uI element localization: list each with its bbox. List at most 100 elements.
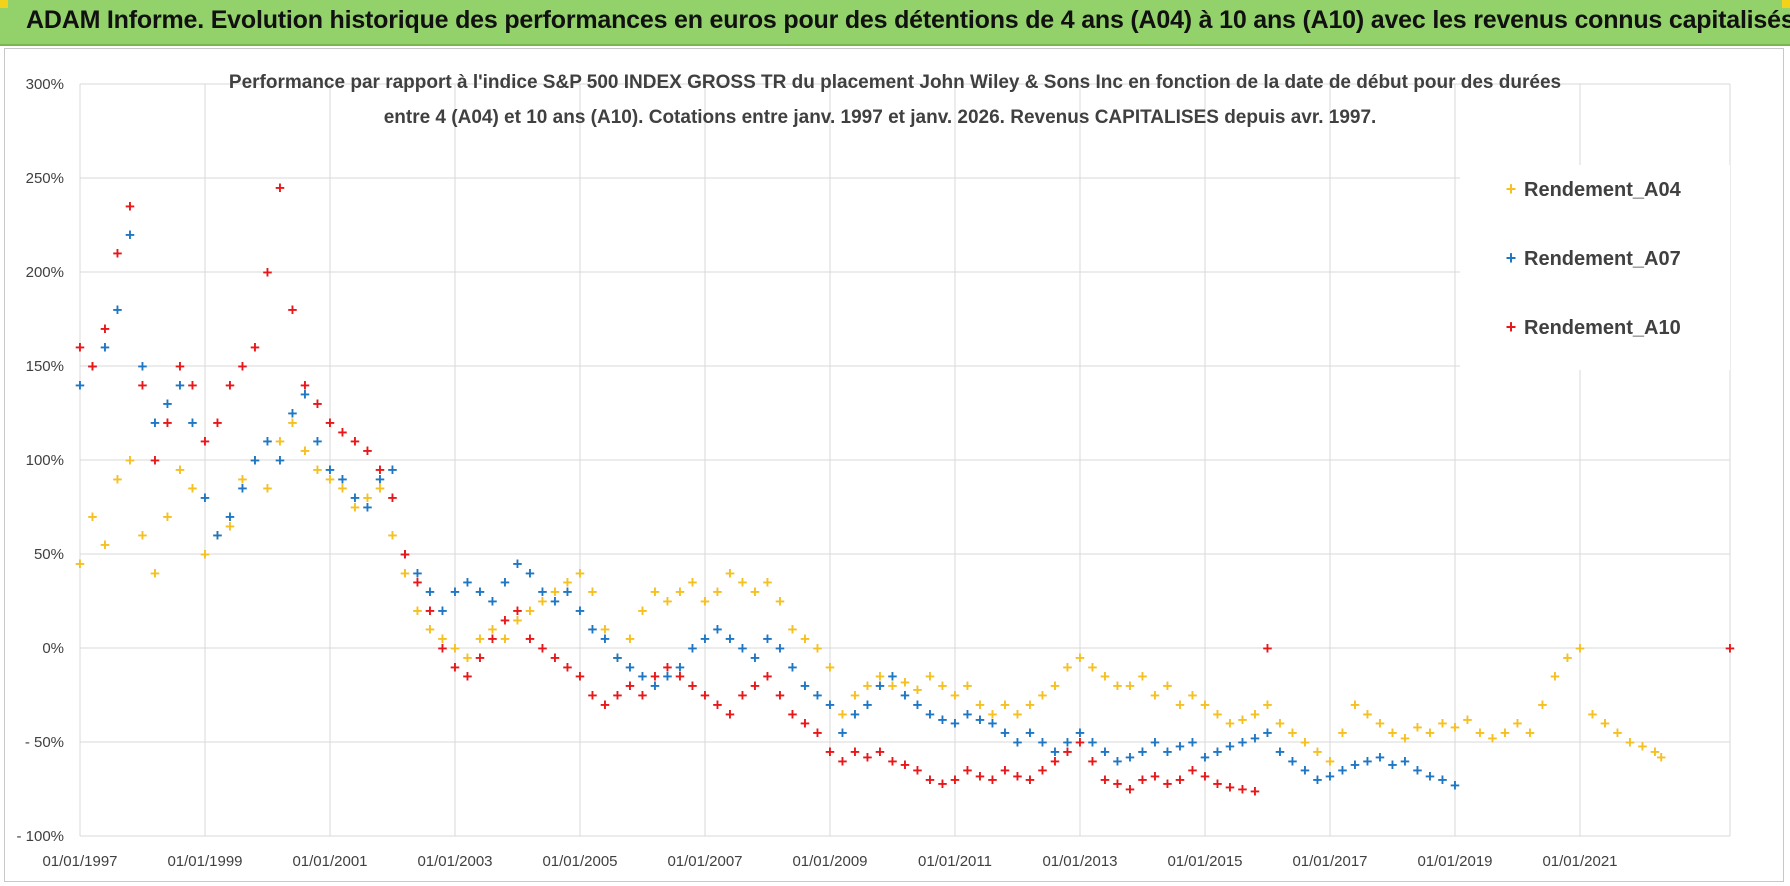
point-Rendement_A07-51: + — [713, 620, 723, 639]
point-Rendement_A10-95: + — [1263, 639, 1273, 658]
y-tick-label: - 50% — [25, 734, 64, 751]
point-Rendement_A07-30: + — [450, 583, 460, 602]
point-Rendement_A04-96: + — [1275, 714, 1285, 733]
point-Rendement_A07-53: + — [738, 639, 748, 658]
point-Rendement_A04-71: + — [963, 677, 973, 696]
point-Rendement_A10-27: + — [413, 573, 423, 592]
point-Rendement_A07-9: + — [188, 413, 198, 432]
point-Rendement_A07-100: + — [1325, 767, 1335, 786]
point-Rendement_A10-81: + — [1088, 752, 1098, 771]
point-Rendement_A07-84: + — [1125, 748, 1135, 767]
point-Rendement_A10-5: + — [138, 376, 148, 395]
point-Rendement_A10-74: + — [1000, 761, 1010, 780]
point-Rendement_A04-28: + — [425, 620, 435, 639]
point-Rendement_A04-30: + — [450, 639, 460, 658]
point-Rendement_A04-55: + — [763, 573, 773, 592]
point-Rendement_A04-117: + — [1538, 695, 1548, 714]
x-tick-label: 01/01/2019 — [1417, 853, 1492, 870]
point-Rendement_A07-65: + — [888, 667, 898, 686]
point-Rendement_A04-92: + — [1225, 714, 1235, 733]
point-Rendement_A07-43: + — [613, 648, 623, 667]
legend-item-a10: + Rendement_A10 — [1506, 317, 1681, 339]
point-Rendement_A04-125: + — [1638, 737, 1648, 756]
point-Rendement_A10-70: + — [950, 771, 960, 790]
point-Rendement_A07-40: + — [575, 601, 585, 620]
point-Rendement_A04-89: + — [1188, 686, 1198, 705]
point-Rendement_A07-1: + — [88, 357, 98, 376]
point-Rendement_A07-93: + — [1238, 733, 1248, 752]
point-Rendement_A10-52: + — [725, 705, 735, 724]
point-Rendement_A07-110: + — [1450, 776, 1460, 795]
point-Rendement_A07-36: + — [525, 564, 535, 583]
point-Rendement_A10-8: + — [175, 357, 185, 376]
legend-marker-a10: + — [1506, 317, 1517, 337]
point-Rendement_A07-79: + — [1063, 733, 1073, 752]
banner-corner-right — [1782, 0, 1790, 8]
point-Rendement_A10-55: + — [763, 667, 773, 686]
point-Rendement_A04-87: + — [1163, 677, 1173, 696]
point-Rendement_A04-27: + — [413, 601, 423, 620]
point-Rendement_A10-3: + — [113, 244, 123, 263]
point-Rendement_A10-53: + — [738, 686, 748, 705]
chart-title-line-1: Performance par rapport à l'indice S&P 5… — [229, 72, 1561, 93]
point-Rendement_A10-41: + — [588, 686, 598, 705]
point-Rendement_A07-0: + — [75, 376, 85, 395]
point-Rendement_A07-61: + — [838, 724, 848, 743]
plot-area-border — [4, 48, 1784, 882]
point-Rendement_A07-31: + — [463, 573, 473, 592]
point-Rendement_A07-102: + — [1350, 756, 1360, 775]
x-tick-label: 01/01/2001 — [292, 853, 367, 870]
chart-title: Performance par rapport à l'indice S&P 5… — [229, 72, 1561, 128]
point-Rendement_A10-23: + — [363, 442, 373, 461]
point-Rendement_A04-124: + — [1625, 733, 1635, 752]
point-Rendement_A07-75: + — [1013, 733, 1023, 752]
point-Rendement_A07-54: + — [750, 648, 760, 667]
legend-label-a07: Rendement_A07 — [1524, 248, 1681, 270]
legend-label-a04: Rendement_A04 — [1524, 179, 1682, 201]
point-Rendement_A07-82: + — [1100, 742, 1110, 761]
point-Rendement_A10-6: + — [150, 451, 160, 470]
point-Rendement_A10-32: + — [475, 648, 485, 667]
point-Rendement_A04-22: + — [350, 498, 360, 517]
point-Rendement_A10-20: + — [325, 413, 335, 432]
point-Rendement_A07-45: + — [638, 667, 648, 686]
point-Rendement_A07-72: + — [975, 710, 985, 729]
point-Rendement_A10-11: + — [213, 413, 223, 432]
point-Rendement_A07-69: + — [938, 710, 948, 729]
point-Rendement_A07-107: + — [1413, 761, 1423, 780]
point-Rendement_A10-94: + — [1250, 782, 1260, 801]
point-Rendement_A10-21: + — [338, 423, 348, 442]
point-Rendement_A04-116: + — [1525, 724, 1535, 743]
point-Rendement_A10-90: + — [1200, 767, 1210, 786]
point-Rendement_A07-88: + — [1175, 737, 1185, 756]
point-Rendement_A04-5: + — [138, 526, 148, 545]
point-Rendement_A04-6: + — [150, 564, 160, 583]
point-Rendement_A10-72: + — [975, 767, 985, 786]
point-Rendement_A07-20: + — [325, 460, 335, 479]
point-Rendement_A10-40: + — [575, 667, 585, 686]
point-Rendement_A07-34: + — [500, 573, 510, 592]
point-Rendement_A04-118: + — [1550, 667, 1560, 686]
point-Rendement_A07-99: + — [1313, 771, 1323, 790]
point-Rendement_A07-32: + — [475, 583, 485, 602]
point-Rendement_A04-111: + — [1463, 710, 1473, 729]
y-tick-label: 150% — [26, 358, 64, 375]
point-Rendement_A04-79: + — [1063, 658, 1073, 677]
point-Rendement_A10-1: + — [88, 357, 98, 376]
point-Rendement_A10-76: + — [1025, 771, 1035, 790]
y-tick-label: 0% — [42, 640, 64, 657]
point-Rendement_A10-54: + — [750, 677, 760, 696]
point-Rendement_A04-73: + — [988, 705, 998, 724]
point-Rendement_A07-19: + — [313, 432, 323, 451]
point-Rendement_A10-10: + — [200, 432, 210, 451]
point-Rendement_A10-71: + — [963, 761, 973, 780]
point-Rendement_A07-41: + — [588, 620, 598, 639]
point-Rendement_A10-80: + — [1075, 733, 1085, 752]
point-Rendement_A07-106: + — [1400, 752, 1410, 771]
point-Rendement_A10-73: + — [988, 771, 998, 790]
point-Rendement_A10-62: + — [850, 742, 860, 761]
point-Rendement_A07-35: + — [513, 554, 523, 573]
point-Rendement_A07-52: + — [725, 630, 735, 649]
point-Rendement_A07-17: + — [288, 404, 298, 423]
point-Rendement_A07-108: + — [1425, 767, 1435, 786]
